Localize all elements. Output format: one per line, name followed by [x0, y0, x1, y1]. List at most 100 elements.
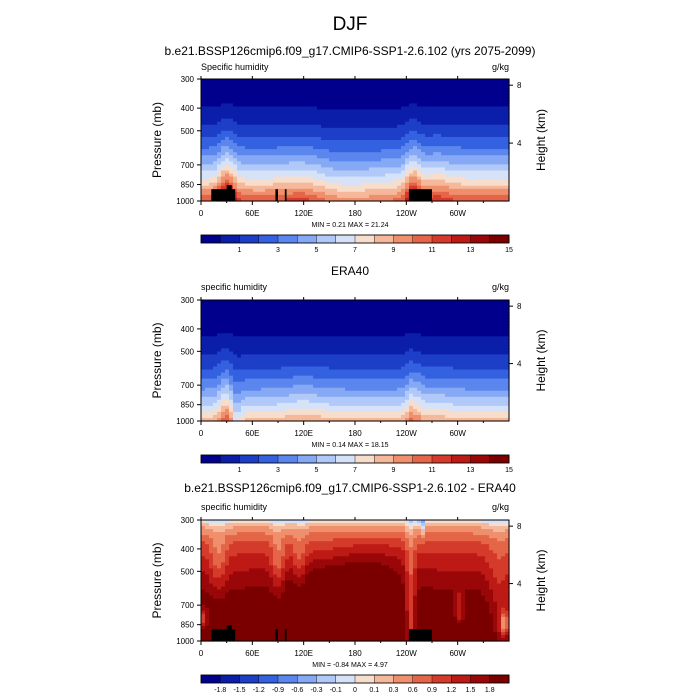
heatmap-cell — [289, 330, 294, 334]
heatmap-cell — [257, 127, 262, 132]
heatmap-cell — [217, 182, 222, 187]
heatmap-cell — [317, 363, 322, 368]
heatmap-cell — [437, 318, 442, 322]
heatmap-cell — [281, 354, 286, 359]
heatmap-cell — [393, 79, 398, 83]
heatmap-cell — [373, 161, 378, 165]
heatmap-cell — [201, 348, 206, 353]
heatmap-cell — [373, 133, 378, 138]
heatmap-cell — [265, 176, 270, 181]
heatmap-cell — [253, 136, 258, 141]
heatmap-cell — [253, 164, 258, 169]
heatmap-cell — [233, 315, 238, 319]
heatmap-cell — [273, 315, 278, 319]
heatmap-cell — [481, 333, 486, 337]
heatmap-cell — [209, 324, 214, 328]
heatmap-cell — [237, 112, 242, 117]
heatmap-cell — [277, 309, 282, 313]
heatmap-cell — [289, 318, 294, 322]
heatmap-cell — [293, 115, 298, 120]
heatmap-cell — [497, 312, 502, 316]
heatmap-cell — [257, 333, 262, 337]
heatmap-cell — [285, 300, 290, 304]
heatmap-cell — [321, 309, 326, 313]
heatmap-cell — [453, 360, 458, 365]
heatmap-cell — [225, 140, 230, 144]
heatmap-cell — [305, 327, 310, 331]
heatmap-cell — [497, 339, 502, 343]
heatmap-cell — [253, 167, 258, 172]
heatmap-cell — [257, 354, 262, 359]
heatmap-cell — [217, 127, 222, 132]
heatmap-cell — [289, 143, 294, 147]
heatmap-cell — [413, 185, 418, 190]
heatmap-cell — [453, 94, 458, 98]
heatmap-cell — [453, 121, 458, 126]
heatmap-cell — [489, 158, 494, 162]
heatmap-cell — [313, 318, 318, 322]
heatmap-cell — [341, 197, 346, 202]
heatmap-cell — [201, 339, 206, 343]
heatmap-cell — [273, 309, 278, 313]
heatmap-cell — [485, 133, 490, 138]
heatmap-cell — [465, 179, 470, 184]
heatmap-cell — [325, 348, 330, 353]
heatmap-cell — [225, 300, 230, 304]
heatmap-cell — [385, 140, 390, 144]
heatmap-cell — [341, 327, 346, 331]
heatmap-cell — [449, 82, 454, 86]
heatmap-cell — [265, 121, 270, 126]
heatmap-cell — [445, 309, 450, 313]
heatmap-cell — [369, 369, 374, 374]
heatmap-cell — [473, 133, 478, 138]
heatmap-cell — [489, 318, 494, 322]
heatmap-cell — [461, 130, 466, 135]
heatmap-cell — [309, 94, 314, 98]
heatmap-cell — [221, 170, 226, 175]
heatmap-cell — [497, 149, 502, 153]
x-tick-label: 120W — [396, 209, 417, 218]
heatmap-cell — [473, 158, 478, 162]
heatmap-cell — [289, 112, 294, 117]
heatmap-cell — [205, 306, 210, 310]
heatmap-cell — [369, 363, 374, 368]
heatmap-cell — [441, 327, 446, 331]
heatmap-cell — [421, 354, 426, 359]
heatmap-cell — [489, 191, 494, 196]
heatmap-cell — [337, 324, 342, 328]
heatmap-cell — [381, 155, 386, 159]
heatmap-cell — [449, 179, 454, 184]
heatmap-cell — [301, 182, 306, 187]
heatmap-cell — [245, 91, 250, 95]
heatmap-cell — [289, 303, 294, 307]
heatmap-cell — [353, 140, 358, 144]
heatmap-cell — [285, 155, 290, 159]
heatmap-cell — [265, 369, 270, 374]
heatmap-cell — [345, 103, 350, 108]
heatmap-cell — [397, 185, 402, 190]
heatmap-cell — [453, 330, 458, 334]
heatmap-cell — [293, 197, 298, 202]
heatmap-cell — [465, 333, 470, 337]
heatmap-cell — [453, 312, 458, 316]
heatmap-cell — [377, 315, 382, 319]
heatmap-cell — [313, 300, 318, 304]
heatmap-cell — [485, 161, 490, 165]
heatmap-cell — [365, 306, 370, 310]
heatmap-cell — [465, 191, 470, 196]
heatmap-cell — [501, 158, 506, 162]
heatmap-cell — [485, 318, 490, 322]
heatmap-cell — [465, 312, 470, 316]
heatmap-cell — [501, 188, 506, 193]
heatmap-cell — [421, 369, 426, 374]
heatmap-cell — [361, 91, 366, 95]
terrain-mask — [275, 189, 278, 201]
heatmap-cell — [225, 336, 230, 340]
heatmap-cell — [437, 303, 442, 307]
heatmap-cell — [289, 85, 294, 89]
heatmap-cell — [429, 164, 434, 169]
heatmap-cell — [349, 363, 354, 368]
heatmap-cell — [341, 369, 346, 374]
heatmap-cell — [297, 143, 302, 147]
heatmap-cell — [305, 312, 310, 316]
